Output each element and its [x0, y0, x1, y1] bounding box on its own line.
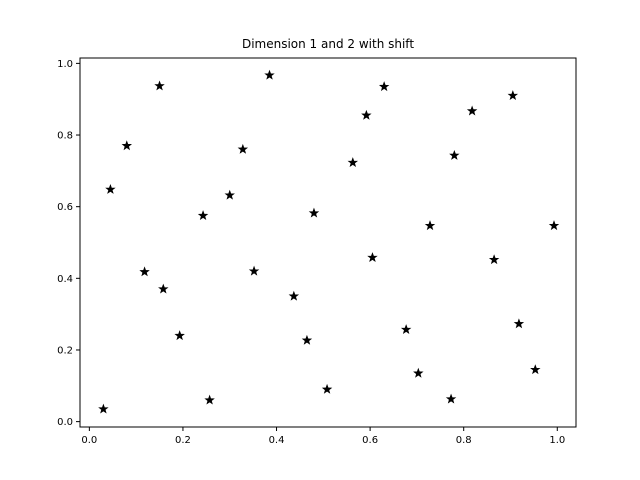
data-point: [121, 140, 133, 151]
x-tick-label: 0.4: [269, 435, 285, 446]
data-point: [154, 80, 165, 91]
axes: 0.0 0.2 0.4 0.6 0.8 1.0 0.0 0.2 0.4 0.6 0.8 1.0: [57, 59, 565, 446]
data-point: [449, 149, 460, 160]
data-point: [321, 383, 333, 394]
data-point: [105, 184, 116, 194]
data-point: [513, 318, 525, 329]
data-point: [197, 210, 209, 221]
axes-frame: [79, 57, 577, 428]
data-point: [413, 367, 424, 378]
data-point: [288, 290, 300, 301]
data-point: [204, 394, 215, 405]
data-point: [301, 334, 313, 345]
data-point: [347, 157, 358, 168]
data-point: [488, 254, 500, 265]
data-point: [466, 105, 478, 116]
y-tick-label: 0.0: [57, 417, 73, 428]
x-tick-label: 0.0: [81, 435, 97, 446]
data-point: [174, 330, 185, 341]
data-point: [248, 265, 260, 276]
x-tick-label: 1.0: [549, 435, 565, 446]
x-tick-label: 0.8: [456, 435, 472, 446]
data-point: [237, 143, 249, 154]
data-point: [308, 207, 320, 218]
y-tick-label: 0.6: [57, 202, 73, 213]
data-point: [98, 403, 109, 414]
y-tick-label: 0.8: [57, 131, 73, 142]
data-point: [507, 90, 519, 101]
data-point: [361, 109, 372, 120]
data-point: [224, 189, 235, 200]
plot-area: [98, 69, 560, 414]
y-tick-label: 1.0: [57, 59, 73, 70]
data-point: [445, 393, 457, 404]
data-point: [158, 283, 169, 294]
data-point: [400, 324, 412, 334]
data-point: [367, 252, 378, 262]
data-point: [530, 364, 541, 375]
y-tick-label: 0.2: [57, 345, 73, 356]
chart-title: Dimension 1 and 2 with shift: [242, 37, 414, 51]
x-tick-label: 0.2: [175, 435, 191, 446]
y-tick-label: 0.4: [57, 274, 73, 285]
x-tick-label: 0.6: [362, 435, 378, 446]
data-point: [548, 220, 560, 231]
data-point: [424, 220, 436, 231]
data-point: [139, 266, 150, 277]
data-point: [264, 69, 275, 80]
data-point: [378, 81, 390, 92]
